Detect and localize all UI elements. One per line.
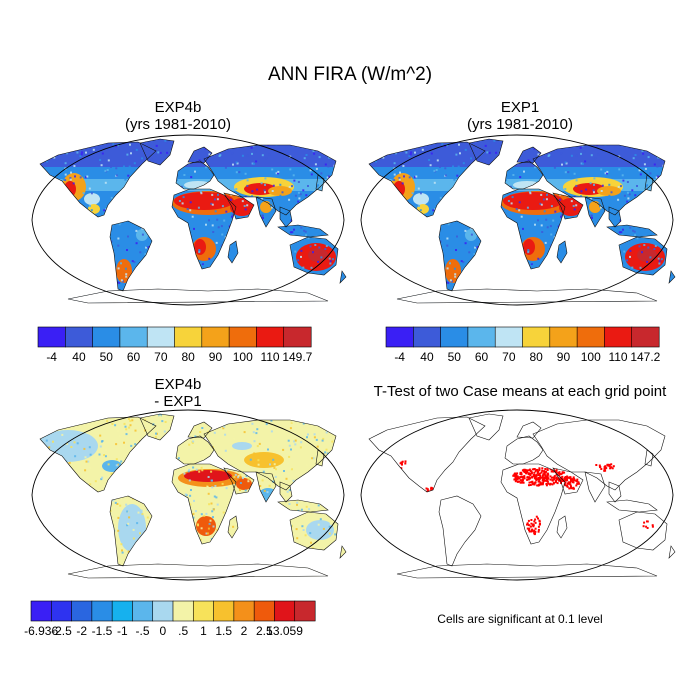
colorbar-label: 90 [557, 350, 571, 364]
colorbar-label: -6.936 [24, 624, 58, 638]
field-fill [369, 139, 675, 303]
colorbar-swatch [440, 326, 469, 348]
panel-title-line2: (yrs 1981-2010) [125, 116, 231, 133]
map-border [360, 409, 674, 581]
colorbar-label: 110 [608, 350, 627, 364]
figure-title: ANN FIRA (W/m^2) [267, 64, 433, 85]
colorbar-label: 60 [475, 350, 489, 364]
colorbar-label: 40 [420, 350, 434, 364]
colorbar-label: 90 [209, 350, 223, 364]
colorbar-label: 100 [581, 350, 601, 364]
colorbar-label: 60 [127, 350, 141, 364]
panel-title-line2: - EXP1 [154, 393, 202, 410]
panel-title-line2: (yrs 1981-2010) [467, 116, 573, 133]
colorbar-label: 70 [154, 350, 168, 364]
colorbar-swatch [631, 326, 660, 348]
coastlines [368, 138, 676, 304]
panel-title-ttest: T-Test of two Case means at each grid po… [355, 383, 685, 400]
panel-title-exp1: EXP1 (yrs 1981-2010) [370, 99, 670, 133]
colorbar-swatch [228, 326, 257, 348]
colorbar-swatch [201, 326, 230, 348]
colorbar-swatch [274, 600, 296, 622]
colorbar-label: -2.5 [51, 624, 72, 638]
colorbar-swatch [37, 326, 66, 348]
colorbar-exp1: -4 40 50 60 70 80 90 100 110 147.2 [385, 326, 679, 369]
colorbar-label: 147.2 [630, 350, 660, 364]
significance-note: Cells are significant at 0.1 level [437, 612, 603, 626]
colorbar-swatch [146, 326, 175, 348]
colorbar-swatch [294, 600, 316, 622]
difference-fill [40, 414, 346, 578]
colorbar-swatch [71, 600, 93, 622]
colorbar-swatch [233, 600, 255, 622]
panel-title-line1: EXP1 [500, 99, 540, 116]
colorbar-label: -.5 [136, 624, 150, 638]
colorbar-swatch [91, 600, 113, 622]
colorbar-swatch [111, 600, 133, 622]
colorbar-label: 110 [260, 350, 279, 364]
panel-title-line1: EXP4b [154, 376, 202, 393]
colorbar-label: 0 [160, 624, 167, 638]
map-difference [28, 406, 348, 584]
colorbar-label: -1.5 [92, 624, 113, 638]
colorbar-swatch [119, 326, 148, 348]
colorbar-swatch [64, 326, 94, 348]
colorbar-label: 70 [502, 350, 516, 364]
coastlines [39, 413, 347, 579]
colorbar-swatch [174, 326, 203, 348]
colorbar-exp4b: -4 40 50 60 70 80 90 100 110 149.7 [37, 326, 331, 369]
coastlines [368, 413, 676, 579]
colorbar-label: 1 [200, 624, 207, 638]
colorbar-swatch [385, 326, 414, 348]
map-border [360, 134, 674, 306]
colorbar-swatch [522, 326, 551, 348]
coastlines [39, 138, 347, 304]
colorbar-swatch [256, 326, 285, 348]
colorbar-label: 50 [448, 350, 462, 364]
colorbar-label: -4 [46, 350, 57, 364]
panel-title-line1: EXP4b [154, 99, 202, 116]
colorbar-swatch [213, 600, 235, 622]
colorbar-label: -4 [394, 350, 405, 364]
colorbar-label: 2.5 [256, 624, 273, 638]
colorbar-swatch [549, 326, 578, 348]
colorbar-difference: -6.936 -2.5 -2 -1.5 -1 -.5 0 .5 1 1.5 2 2.5 13.059 [24, 600, 335, 643]
colorbar-label: 80 [181, 350, 195, 364]
colorbar-swatch [467, 326, 496, 348]
colorbar-swatch [576, 326, 605, 348]
colorbar-label: 50 [100, 350, 114, 364]
colorbar-swatch [132, 600, 154, 622]
panel-title-difference: EXP4b - EXP1 [28, 376, 328, 410]
significant-cells [399, 460, 654, 536]
map-border [31, 134, 345, 306]
colorbar-label: .5 [178, 624, 188, 638]
colorbar-label: 13.059 [266, 624, 303, 638]
colorbar-swatch [30, 600, 52, 622]
map-exp1 [357, 131, 677, 309]
colorbar-swatch [152, 600, 174, 622]
colorbar-swatch [283, 326, 312, 348]
colorbar-label: -2 [76, 624, 87, 638]
colorbar-label: 1.5 [215, 624, 232, 638]
colorbar-label: -1 [117, 624, 128, 638]
colorbar-label: 2 [241, 624, 248, 638]
colorbar-swatch [172, 600, 194, 622]
panel-title-exp4b: EXP4b (yrs 1981-2010) [28, 99, 328, 133]
field-fill [40, 139, 346, 303]
colorbar-swatch [253, 600, 275, 622]
colorbar-swatch [92, 326, 121, 348]
map-exp4b [28, 131, 348, 309]
colorbar-swatch [412, 326, 442, 348]
map-border [31, 409, 345, 581]
colorbar-swatch [50, 600, 73, 622]
panel-title-line1: T-Test of two Case means at each grid po… [373, 383, 667, 400]
colorbar-label: 100 [233, 350, 253, 364]
colorbar-label: 40 [72, 350, 86, 364]
colorbar-swatch [604, 326, 633, 348]
colorbar-label: 149.7 [282, 350, 312, 364]
colorbar-swatch [494, 326, 523, 348]
map-ttest [357, 406, 677, 584]
colorbar-label: 80 [529, 350, 543, 364]
colorbar-swatch [192, 600, 215, 622]
